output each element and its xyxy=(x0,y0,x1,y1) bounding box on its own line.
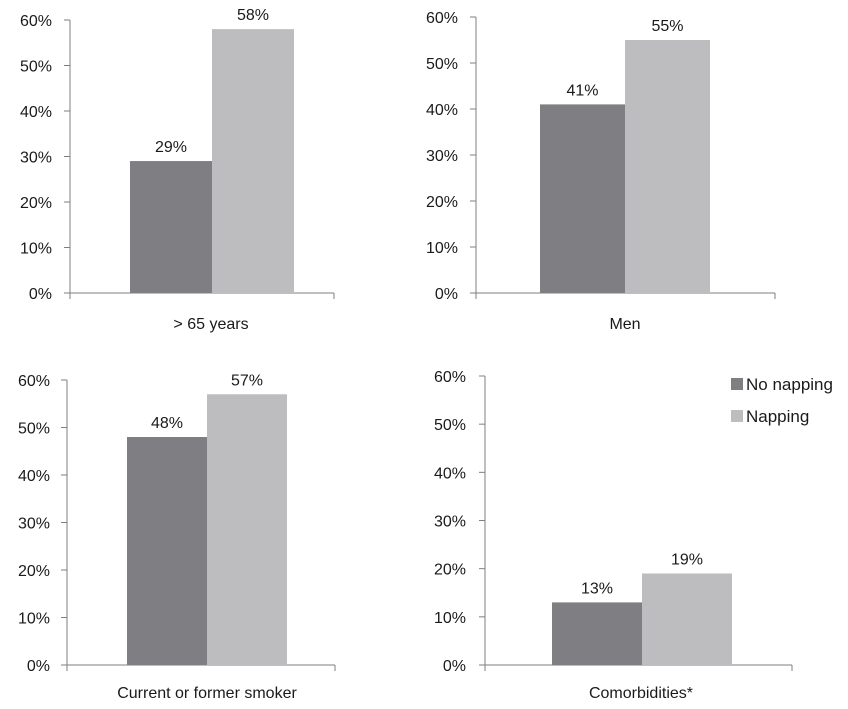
bar-no-napping xyxy=(127,437,207,665)
y-tick-label: 20% xyxy=(434,562,466,579)
y-tick-label: 10% xyxy=(18,611,50,628)
legend-swatch xyxy=(731,410,743,422)
legend-label: Napping xyxy=(746,407,809,426)
y-tick-label: 10% xyxy=(434,610,466,627)
data-label: 29% xyxy=(155,139,187,156)
y-tick-label: 0% xyxy=(29,286,52,303)
y-tick-label: 10% xyxy=(20,241,52,258)
category-label: Current or former smoker xyxy=(117,685,297,702)
bar-no-napping xyxy=(552,602,642,665)
data-label: 57% xyxy=(231,372,263,389)
bar-napping xyxy=(207,394,287,665)
y-tick-label: 0% xyxy=(27,658,50,675)
y-tick-label: 50% xyxy=(426,56,458,73)
category-label: Comorbidities* xyxy=(589,685,693,702)
y-tick-label: 20% xyxy=(426,194,458,211)
y-tick-label: 50% xyxy=(18,421,50,438)
y-tick-label: 50% xyxy=(434,417,466,434)
y-tick-label: 40% xyxy=(434,465,466,482)
category-label: Men xyxy=(609,316,640,333)
category-label: > 65 years xyxy=(173,316,248,333)
data-label: 13% xyxy=(581,580,613,597)
data-label: 41% xyxy=(566,82,598,99)
y-tick-label: 60% xyxy=(426,10,458,27)
y-tick-label: 40% xyxy=(20,104,52,121)
y-tick-label: 10% xyxy=(426,240,458,257)
y-tick-label: 40% xyxy=(18,468,50,485)
y-tick-label: 60% xyxy=(18,373,50,390)
y-tick-label: 20% xyxy=(18,563,50,580)
data-label: 58% xyxy=(237,7,269,24)
legend-swatch xyxy=(731,378,743,390)
y-tick-label: 30% xyxy=(434,514,466,531)
data-label: 55% xyxy=(651,18,683,35)
data-label: 19% xyxy=(671,551,703,568)
legend-label: No napping xyxy=(746,375,833,394)
y-tick-label: 0% xyxy=(443,658,466,675)
bar-napping xyxy=(642,573,732,665)
y-tick-label: 60% xyxy=(20,13,52,30)
bar-no-napping xyxy=(130,161,212,293)
y-tick-label: 0% xyxy=(435,286,458,303)
y-tick-label: 50% xyxy=(20,59,52,76)
y-tick-label: 60% xyxy=(434,369,466,386)
y-tick-label: 30% xyxy=(20,150,52,167)
y-tick-label: 20% xyxy=(20,195,52,212)
y-tick-label: 40% xyxy=(426,102,458,119)
bar-no-napping xyxy=(540,104,625,294)
y-tick-label: 30% xyxy=(426,148,458,165)
y-tick-label: 30% xyxy=(18,516,50,533)
bar-napping xyxy=(212,29,294,293)
data-label: 48% xyxy=(151,415,183,432)
bar-napping xyxy=(625,40,710,293)
